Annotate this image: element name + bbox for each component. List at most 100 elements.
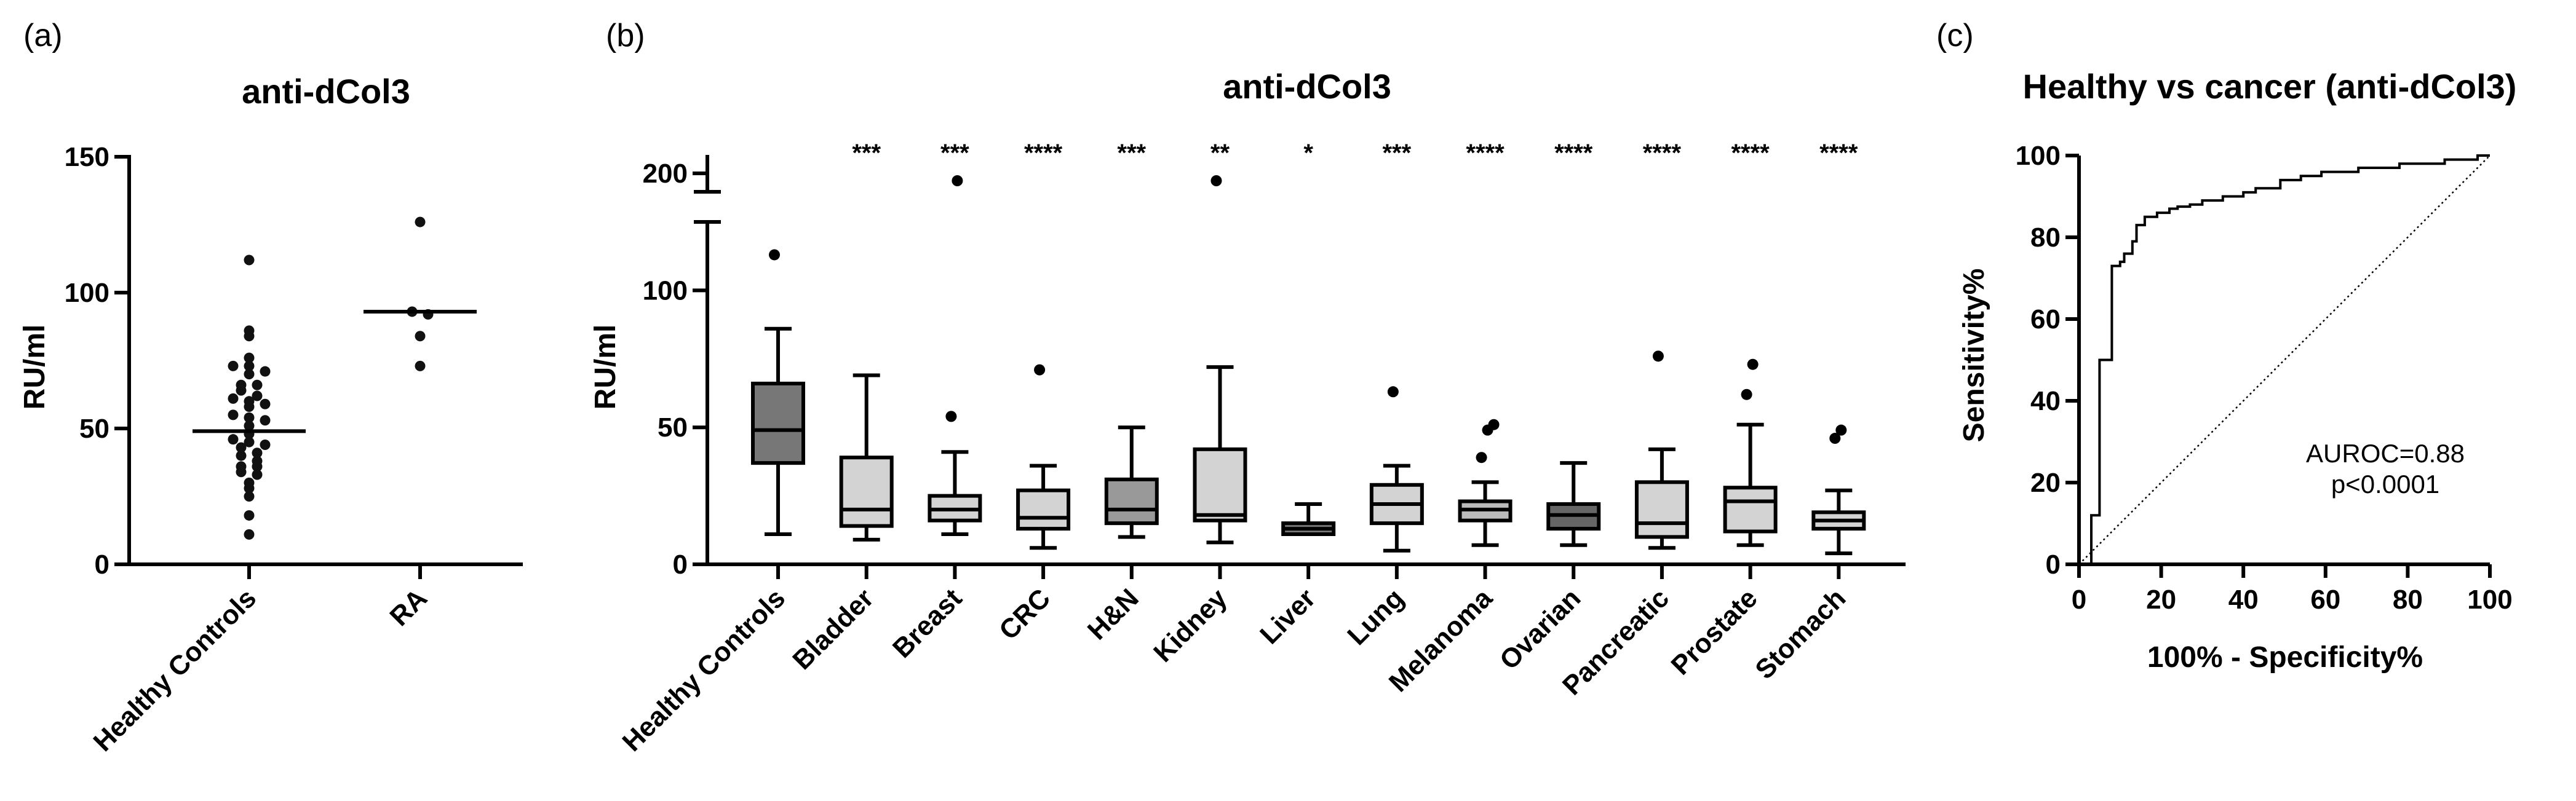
outlier-pancreatic <box>1652 350 1664 362</box>
panel-c-x-tick-label: 40 <box>2228 585 2259 615</box>
panel-b-x-tick-label-lung: Lung <box>1342 583 1410 651</box>
panel-c-x-axis-title: 100% - Specificity% <box>2147 641 2423 674</box>
outlier-stomach <box>1829 433 1841 444</box>
panel-c-title: Healthy vs cancer (anti-dCol3) <box>2023 67 2517 106</box>
panel-c-y-tick-label: 60 <box>2030 304 2061 334</box>
outlier-melanoma <box>1488 419 1500 430</box>
panel-c-x-tick-label: 20 <box>2146 585 2176 615</box>
data-point-healthy-controls <box>236 461 247 472</box>
significance-pancreatic: **** <box>1643 140 1682 167</box>
significance-hnn: *** <box>1117 140 1146 167</box>
panel-b-title: anti-dCol3 <box>1223 67 1391 106</box>
panel-b-x-tick-label-healthy-controls: Healthy Controls <box>616 583 791 757</box>
panel-a-x-tick-label-ra: RA <box>384 583 433 632</box>
data-point-healthy-controls <box>244 360 255 371</box>
panel-b-y-tick-label: 100 <box>643 275 688 306</box>
panel-c-y-tick-label: 20 <box>2030 468 2061 498</box>
panel-b-y-tick-label: 200 <box>643 159 688 189</box>
panel-c-y-axis-title: Sensitivity% <box>1958 269 1990 443</box>
auroc-annotation: AUROC=0.88 <box>2306 439 2465 468</box>
significance-ovarian: **** <box>1554 140 1593 167</box>
data-point-healthy-controls <box>260 440 271 451</box>
outlier-breast <box>945 411 957 422</box>
box-hnn <box>1104 477 1159 526</box>
panel-b-x-tick-label-crc: CRC <box>993 583 1056 645</box>
data-point-healthy-controls <box>228 393 239 404</box>
panel-c-y-tick-label: 100 <box>2016 141 2061 171</box>
data-point-healthy-controls <box>236 442 247 453</box>
panel-b-x-tick-label-hnn: H&N <box>1082 583 1145 645</box>
data-point-healthy-controls <box>244 369 255 380</box>
data-point-ra <box>415 331 426 342</box>
p-value-annotation: p<0.0001 <box>2331 470 2439 499</box>
significance-melanoma: **** <box>1466 140 1505 167</box>
outlier-stomach <box>1835 424 1847 436</box>
data-point-healthy-controls <box>252 390 263 401</box>
outlier-prostate <box>1741 389 1752 400</box>
panel-b-x-tick-label-ovarian: Ovarian <box>1494 583 1587 676</box>
data-point-healthy-controls <box>252 448 263 459</box>
data-point-healthy-controls <box>260 415 271 426</box>
data-point-healthy-controls <box>244 352 255 363</box>
panel-c-y-tick-label: 0 <box>2046 550 2061 580</box>
data-point-healthy-controls <box>260 366 271 377</box>
panel-a-title: anti-dCol3 <box>242 72 410 111</box>
outlier-prostate <box>1747 358 1759 370</box>
significance-bladder: *** <box>852 140 881 167</box>
significance-crc: **** <box>1024 140 1063 167</box>
reference-diagonal-line <box>2078 155 2491 565</box>
data-point-healthy-controls <box>228 360 239 371</box>
panel-c-chart: Healthy vs cancer (anti-dCol3) Sensitivi… <box>1958 67 2516 674</box>
panel-b-chart: anti-dCol3 RU/ml 0 50 100 200 Healthy Contro… <box>589 67 1906 757</box>
box-bladder <box>839 456 894 528</box>
data-point-healthy-controls <box>252 469 263 480</box>
panel-b-y-axis-title: RU/ml <box>589 325 622 410</box>
data-point-healthy-controls <box>244 436 255 448</box>
panel-label-c: (c) <box>1936 18 1974 53</box>
box-healthy-controls <box>751 381 805 465</box>
data-point-healthy-controls <box>244 477 255 488</box>
panel-b-x-tick-label-kidney: Kidney <box>1148 583 1233 668</box>
outlier-melanoma <box>1476 452 1487 464</box>
data-point-healthy-controls <box>244 529 255 540</box>
data-point-healthy-controls <box>228 434 239 445</box>
data-point-healthy-controls <box>244 255 255 266</box>
panel-c-x-tick-label: 0 <box>2072 585 2086 615</box>
panel-a-y-tick-label: 150 <box>65 142 109 172</box>
panel-b-x-tick-label-breast: Breast <box>887 583 968 664</box>
outlier-kidney <box>1210 175 1222 186</box>
box-crc <box>1016 488 1071 531</box>
panel-label-b: (b) <box>606 18 645 53</box>
significance-lung: *** <box>1382 140 1411 167</box>
box-kidney <box>1193 447 1247 523</box>
panel-a-x-tick-label-healthy-controls: Healthy Controls <box>87 583 262 757</box>
significance-kidney: ** <box>1210 140 1230 167</box>
data-point-healthy-controls <box>244 510 255 521</box>
panel-a-y-axis-title: RU/ml <box>18 325 51 410</box>
data-point-healthy-controls <box>252 456 263 467</box>
panel-c-x-tick-label: 60 <box>2310 585 2340 615</box>
panel-a-chart: anti-dCol3 RU/ml 0 50 100 150 Healthy Contro… <box>18 72 523 757</box>
outlier-healthy-controls <box>769 249 780 261</box>
panel-b-x-tick-label-liver: Liver <box>1254 583 1321 650</box>
panel-c-y-tick-label: 40 <box>2030 386 2061 416</box>
significance-breast: *** <box>940 140 969 167</box>
panel-b-x-tick-label-prostate: Prostate <box>1666 583 1763 681</box>
data-point-ra <box>415 360 426 371</box>
significance-liver: * <box>1303 140 1313 167</box>
significance-prostate: **** <box>1731 140 1770 167</box>
panel-b-x-tick-label-bladder: Bladder <box>787 583 879 675</box>
data-point-healthy-controls <box>236 379 247 390</box>
data-point-healthy-controls <box>228 409 239 420</box>
panel-label-a: (a) <box>23 18 63 53</box>
data-point-healthy-controls <box>244 325 255 336</box>
significance-stomach: **** <box>1819 140 1858 167</box>
data-point-healthy-controls <box>260 398 271 409</box>
panel-a-y-tick-label: 50 <box>79 414 109 444</box>
panel-c-x-tick-label: 80 <box>2393 585 2423 615</box>
panel-b-x-tick-label-stomach: Stomach <box>1749 583 1851 685</box>
panel-c-y-tick-label: 80 <box>2030 223 2061 253</box>
panel-c-x-tick-label: 100 <box>2467 585 2512 615</box>
data-point-healthy-controls <box>236 450 247 461</box>
